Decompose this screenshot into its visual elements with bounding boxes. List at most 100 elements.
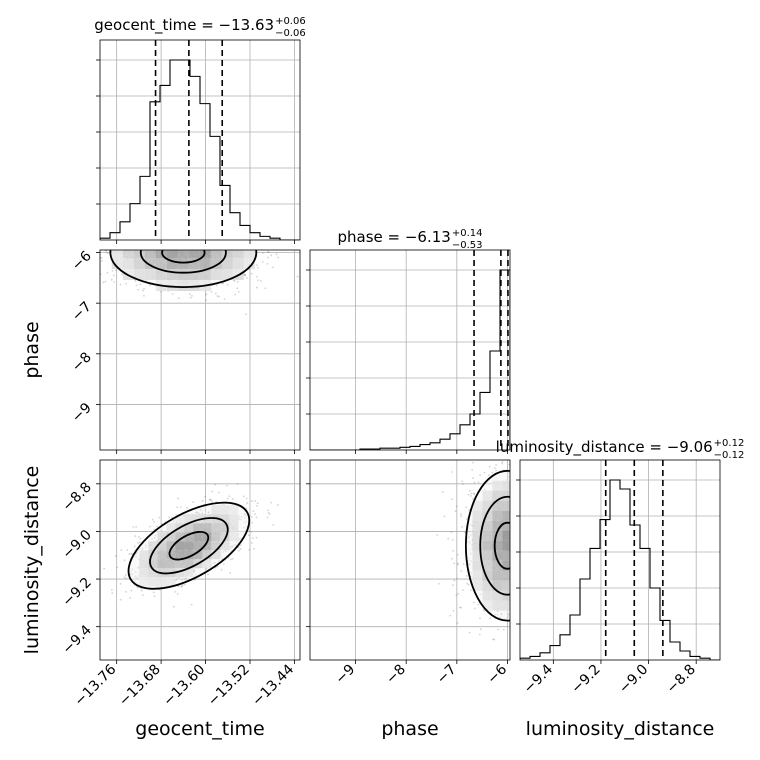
sample-point bbox=[196, 226, 198, 228]
sample-point bbox=[158, 224, 160, 226]
sample-point bbox=[218, 219, 220, 221]
sample-point bbox=[543, 572, 545, 574]
sample-point bbox=[455, 594, 458, 597]
sample-point bbox=[540, 549, 542, 551]
x-tick-label: −13.76 bbox=[72, 661, 120, 709]
sample-point bbox=[200, 245, 202, 247]
sample-point bbox=[547, 627, 549, 629]
sample-point bbox=[521, 577, 523, 579]
sample-point bbox=[233, 230, 235, 232]
sample-point bbox=[186, 237, 188, 239]
sample-point bbox=[233, 220, 235, 222]
sample-point bbox=[100, 256, 103, 259]
sample-point bbox=[555, 500, 557, 502]
sample-point bbox=[236, 287, 239, 290]
sample-point bbox=[233, 234, 235, 236]
sample-point bbox=[510, 533, 512, 535]
sample-point bbox=[157, 222, 159, 224]
sample-point bbox=[518, 558, 520, 560]
sample-point bbox=[113, 246, 115, 248]
sample-point bbox=[180, 248, 182, 250]
density-bin bbox=[178, 236, 189, 247]
sample-point bbox=[539, 544, 541, 546]
sample-point bbox=[143, 294, 145, 297]
sample-point bbox=[468, 509, 471, 511]
sample-point bbox=[200, 233, 202, 235]
sample-point bbox=[226, 235, 228, 237]
sample-point bbox=[166, 220, 168, 222]
sample-point bbox=[190, 603, 193, 606]
sample-point bbox=[523, 518, 525, 520]
sample-point bbox=[514, 613, 516, 615]
sample-point bbox=[522, 502, 524, 504]
sample-point bbox=[226, 243, 228, 245]
sample-point bbox=[527, 545, 529, 547]
x-tick-label: −9.2 bbox=[568, 662, 603, 697]
panel-1-2 bbox=[309, 456, 563, 661]
sample-point bbox=[517, 504, 519, 506]
sample-point bbox=[255, 536, 258, 539]
density-bin bbox=[512, 531, 522, 541]
sample-point bbox=[138, 536, 140, 538]
density-bin bbox=[233, 236, 244, 247]
sample-point bbox=[493, 638, 496, 641]
sample-point bbox=[526, 518, 528, 520]
sample-point bbox=[517, 552, 519, 554]
sample-point bbox=[561, 500, 563, 502]
sample-point bbox=[533, 500, 535, 502]
sample-point bbox=[527, 556, 529, 558]
sample-point bbox=[217, 229, 219, 231]
sample-point bbox=[153, 595, 156, 598]
sample-point bbox=[548, 565, 550, 567]
sample-point bbox=[511, 576, 513, 578]
sample-point bbox=[202, 232, 204, 234]
sample-point bbox=[231, 243, 233, 245]
sample-point bbox=[241, 237, 243, 239]
sample-point bbox=[473, 601, 475, 604]
sample-point bbox=[524, 564, 526, 566]
sample-point bbox=[177, 211, 179, 213]
sample-point bbox=[166, 231, 168, 233]
sample-point bbox=[149, 237, 151, 239]
sample-point bbox=[237, 218, 239, 220]
sample-point bbox=[451, 498, 454, 501]
sample-point bbox=[462, 483, 464, 486]
sample-point bbox=[199, 229, 201, 231]
sample-point bbox=[245, 313, 248, 316]
sample-point bbox=[512, 544, 514, 546]
title-text: luminosity_distance = −9.06 bbox=[496, 438, 713, 457]
sample-point bbox=[103, 567, 106, 570]
sample-point bbox=[244, 236, 246, 238]
sample-point bbox=[182, 237, 184, 239]
sample-point bbox=[176, 593, 179, 595]
sample-point bbox=[119, 244, 121, 246]
sample-point bbox=[240, 229, 242, 231]
panel-0-0 bbox=[96, 39, 301, 241]
sample-point bbox=[526, 463, 528, 465]
sample-point bbox=[526, 509, 528, 511]
sample-point bbox=[210, 237, 212, 239]
sample-point bbox=[113, 240, 115, 242]
sample-point bbox=[270, 254, 273, 257]
sample-point bbox=[151, 210, 153, 212]
x-tick-label: −13.52 bbox=[205, 662, 253, 710]
sample-point bbox=[228, 495, 231, 498]
sample-point bbox=[267, 247, 269, 249]
density-bin bbox=[211, 225, 222, 236]
sample-point bbox=[214, 247, 216, 249]
sample-point bbox=[130, 552, 133, 555]
sample-point bbox=[506, 456, 508, 458]
sample-point bbox=[86, 269, 88, 271]
sample-point bbox=[240, 243, 242, 245]
x-tick-label: −8 bbox=[383, 662, 409, 688]
sample-point bbox=[252, 510, 255, 513]
sample-point bbox=[304, 259, 306, 261]
sample-point bbox=[537, 553, 539, 555]
sample-point bbox=[516, 559, 518, 561]
sample-point bbox=[167, 221, 169, 223]
sample-point bbox=[124, 241, 126, 243]
sample-point bbox=[514, 514, 516, 516]
sample-point bbox=[207, 244, 209, 246]
sample-point bbox=[172, 241, 174, 243]
sample-point bbox=[544, 544, 546, 546]
